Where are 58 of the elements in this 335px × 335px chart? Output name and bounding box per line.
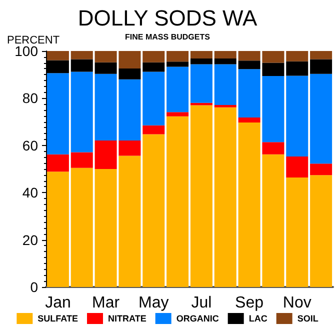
legend-label: ORGANIC bbox=[176, 314, 220, 324]
y-tick-label: 0 bbox=[30, 279, 38, 295]
bar bbox=[214, 107, 236, 287]
bar bbox=[70, 51, 93, 60]
bar bbox=[46, 73, 69, 154]
bar bbox=[190, 105, 212, 287]
bar bbox=[190, 64, 212, 103]
bar bbox=[142, 62, 165, 72]
bar bbox=[286, 76, 308, 156]
bar bbox=[142, 134, 165, 287]
y-tick-label: 80 bbox=[22, 90, 38, 106]
legend-label: SULFATE bbox=[38, 314, 78, 324]
bar bbox=[70, 168, 93, 287]
x-tick-label: Mar bbox=[92, 294, 120, 312]
bar bbox=[214, 51, 236, 59]
bar bbox=[238, 118, 260, 123]
legend-label: SOIL bbox=[297, 314, 319, 324]
legend-label: LAC bbox=[248, 314, 268, 324]
y-tick-label: 40 bbox=[22, 184, 38, 201]
x-tick-label: Jul bbox=[191, 294, 212, 312]
bar bbox=[286, 51, 308, 62]
x-tick-label: Jan bbox=[45, 294, 71, 312]
chart-subtitle: FINE MASS BUDGETS bbox=[125, 32, 211, 42]
bar bbox=[310, 59, 332, 74]
bar bbox=[286, 177, 308, 287]
bar bbox=[310, 74, 332, 164]
bar bbox=[166, 112, 189, 116]
bar bbox=[166, 66, 189, 112]
bar bbox=[166, 62, 189, 67]
y-tick-label: 20 bbox=[22, 232, 38, 248]
bar bbox=[70, 72, 93, 152]
bar bbox=[310, 164, 332, 176]
bar bbox=[286, 61, 308, 76]
x-tick-label: Nov bbox=[282, 294, 312, 312]
bar bbox=[166, 116, 189, 287]
bar bbox=[46, 154, 69, 172]
bar bbox=[214, 58, 236, 64]
bar bbox=[190, 51, 212, 59]
bar bbox=[190, 102, 212, 106]
chart-title: DOLLY SODS WA bbox=[78, 6, 258, 30]
bar bbox=[142, 72, 165, 126]
bar bbox=[286, 156, 308, 178]
legend-label: NITRATE bbox=[108, 314, 146, 324]
bar bbox=[46, 172, 69, 287]
bar bbox=[310, 51, 332, 60]
y-tick-label: 60 bbox=[22, 137, 38, 154]
bar bbox=[310, 175, 332, 287]
bar bbox=[70, 152, 93, 168]
bar bbox=[262, 142, 284, 154]
bar bbox=[166, 51, 189, 62]
x-tick-label: May bbox=[138, 294, 169, 312]
bar bbox=[70, 59, 93, 72]
bar bbox=[214, 64, 236, 106]
bar bbox=[46, 51, 69, 60]
x-tick-label: Sep bbox=[235, 294, 264, 312]
bar bbox=[142, 125, 165, 134]
bar bbox=[190, 58, 212, 64]
bar bbox=[142, 51, 165, 62]
